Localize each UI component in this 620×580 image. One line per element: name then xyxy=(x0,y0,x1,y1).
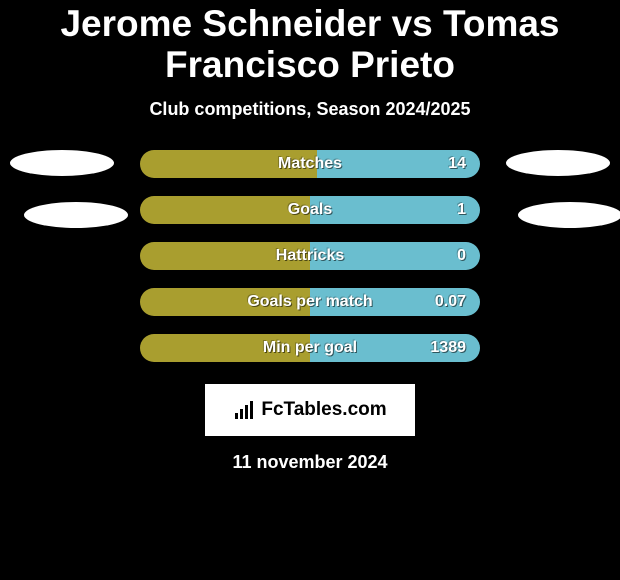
decor-ellipse-right-0 xyxy=(506,150,610,176)
decor-ellipse-left-1 xyxy=(24,202,128,228)
decor-ellipse-left-0 xyxy=(10,150,114,176)
bar-value-right: 1389 xyxy=(430,339,466,357)
bar-label: Hattricks xyxy=(276,247,344,265)
stat-bar: Goals 1 xyxy=(140,196,480,224)
branding-text: FcTables.com xyxy=(261,399,386,421)
decor-ellipse-right-1 xyxy=(518,202,620,228)
stat-bar: Hattricks 0 xyxy=(140,242,480,270)
subtitle: Club competitions, Season 2024/2025 xyxy=(0,99,620,120)
bar-label: Matches xyxy=(278,155,342,173)
stat-bar: Min per goal 1389 xyxy=(140,334,480,362)
bar-label: Min per goal xyxy=(263,339,357,357)
branding-box: FcTables.com xyxy=(205,384,415,436)
stat-bar: Matches 14 xyxy=(140,150,480,178)
bar-fill-right xyxy=(310,196,480,224)
bar-value-right: 0 xyxy=(457,247,466,265)
footer-date: 11 november 2024 xyxy=(0,452,620,473)
bar-value-right: 1 xyxy=(457,201,466,219)
page-root: Jerome Schneider vs Tomas Francisco Prie… xyxy=(0,0,620,580)
stat-bar: Goals per match 0.07 xyxy=(140,288,480,316)
bar-fill-left xyxy=(140,196,310,224)
bar-label: Goals xyxy=(288,201,332,219)
page-title: Jerome Schneider vs Tomas Francisco Prie… xyxy=(0,0,620,85)
bar-value-right: 14 xyxy=(448,155,466,173)
comparison-chart: Matches 14 Goals 1 Hattricks 0 Goals per match… xyxy=(20,150,600,362)
bar-chart-icon xyxy=(233,399,255,421)
bars-container: Matches 14 Goals 1 Hattricks 0 Goals per match… xyxy=(140,150,480,362)
bar-value-right: 0.07 xyxy=(435,293,466,311)
bar-label: Goals per match xyxy=(247,293,372,311)
